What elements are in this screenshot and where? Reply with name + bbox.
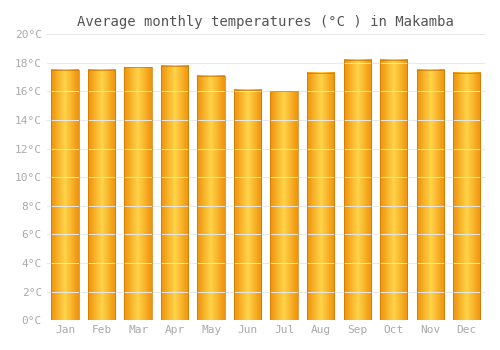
- Bar: [270, 91, 298, 320]
- Bar: [161, 66, 188, 320]
- Bar: [88, 70, 116, 320]
- Bar: [380, 60, 407, 320]
- Bar: [234, 90, 262, 320]
- Title: Average monthly temperatures (°C ) in Makamba: Average monthly temperatures (°C ) in Ma…: [78, 15, 454, 29]
- Bar: [416, 70, 444, 320]
- Bar: [198, 76, 225, 320]
- Bar: [307, 73, 334, 320]
- Bar: [52, 70, 79, 320]
- Bar: [124, 67, 152, 320]
- Bar: [344, 60, 371, 320]
- Bar: [453, 73, 480, 320]
